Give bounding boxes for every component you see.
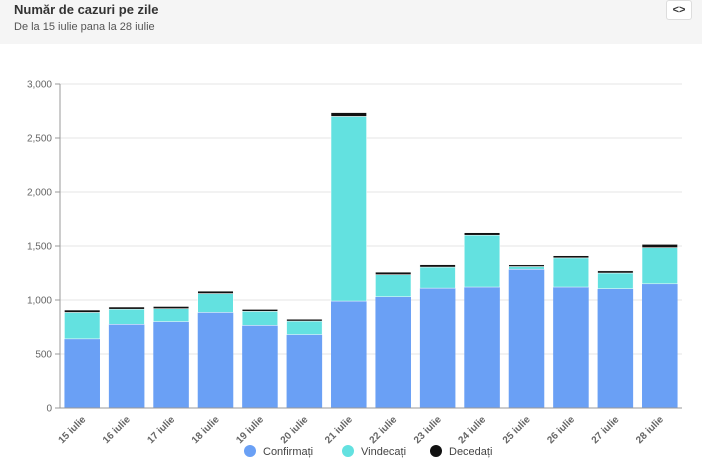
bar-segment[interactable] [64, 312, 101, 340]
code-brackets-icon: <> [672, 4, 686, 16]
x-tick-label: 27 iulie [590, 414, 622, 446]
x-tick-label: 19 iulie [234, 414, 266, 446]
x-tick-label: 15 iulie [57, 414, 89, 446]
x-tick-label: 20 iulie [279, 414, 311, 446]
bar-segment[interactable] [286, 334, 323, 408]
bar-segment[interactable] [464, 234, 501, 288]
bar-segment[interactable] [64, 338, 100, 408]
bar-segment[interactable] [552, 255, 589, 259]
x-tick-label: 18 iulie [190, 414, 222, 446]
x-tick-label: 23 iulie [412, 414, 444, 446]
bar-segment[interactable] [241, 309, 278, 312]
bar-segment[interactable] [552, 257, 589, 288]
x-axis: 15 iulie 16 iulie 17 iulie 18 iulie 19 iulie… [57, 407, 682, 446]
bar-segment[interactable] [419, 266, 456, 289]
bar-segment[interactable] [197, 290, 234, 294]
bar-segment[interactable] [464, 287, 500, 408]
legend-label[interactable]: Decedați [449, 446, 492, 458]
legend-swatch[interactable] [430, 445, 442, 457]
bar-segment[interactable] [108, 308, 145, 325]
bar-segment[interactable] [597, 270, 634, 274]
bar-segment[interactable] [153, 306, 190, 309]
y-tick-label: 500 [35, 350, 52, 361]
bar-segment[interactable] [375, 271, 412, 275]
bar-segment[interactable] [375, 296, 411, 408]
bar-segment[interactable] [642, 283, 678, 408]
bar-segment[interactable] [553, 287, 589, 408]
bar-segment[interactable] [508, 264, 545, 267]
y-axis: 0 500 1,000 1,500 2,000 2,500 3,000 [27, 80, 61, 415]
y-tick-label: 3,000 [27, 80, 52, 91]
x-tick-label: 28 iulie [634, 414, 666, 446]
bar-segment[interactable] [375, 274, 412, 298]
bar-segment[interactable] [641, 244, 678, 248]
bar-segment[interactable] [286, 320, 323, 335]
legend-swatch[interactable] [244, 445, 256, 457]
x-tick-label: 22 iulie [368, 414, 400, 446]
bar-segment[interactable] [153, 321, 189, 408]
bar-segment[interactable] [108, 324, 145, 408]
chart-header: Număr de cazuri pe zile De la 15 iulie p… [0, 0, 702, 44]
x-tick-label: 17 iulie [145, 414, 177, 446]
bar-segment[interactable] [508, 266, 545, 270]
bar-segment[interactable] [153, 308, 190, 322]
legend: Confirmați Vindecați Decedați [244, 445, 492, 458]
embed-code-button[interactable]: <> [666, 0, 692, 20]
bar-segment[interactable] [419, 264, 456, 268]
bar-segment[interactable] [64, 309, 101, 313]
bar-segment[interactable] [330, 116, 367, 302]
bar-segment[interactable] [330, 112, 367, 117]
bar-segment[interactable] [419, 288, 456, 408]
chart-subtitle: De la 15 iulie pana la 28 iulie [14, 21, 155, 33]
legend-label[interactable]: Vindecați [361, 446, 406, 458]
chart-title: Număr de cazuri pe zile [14, 2, 159, 17]
legend-swatch[interactable] [342, 445, 354, 457]
y-tick-label: 1,000 [27, 296, 52, 307]
y-tick-label: 1,500 [27, 242, 52, 253]
legend-label[interactable]: Confirmați [263, 446, 313, 458]
x-tick-label: 24 iulie [456, 414, 488, 446]
x-tick-label: 21 iulie [323, 414, 355, 446]
bar-segment[interactable] [286, 318, 323, 322]
bars [64, 112, 678, 408]
y-tick-label: 0 [46, 404, 52, 415]
bar-segment[interactable] [464, 232, 501, 236]
x-tick-label: 16 iulie [101, 414, 133, 446]
bar-segment[interactable] [641, 247, 678, 285]
y-tick-label: 2,500 [27, 134, 52, 145]
x-tick-label: 25 iulie [501, 414, 533, 446]
bar-segment[interactable] [597, 272, 634, 289]
bar-segment[interactable] [197, 312, 234, 408]
bar-segment[interactable] [108, 306, 145, 310]
bar-segment[interactable] [197, 293, 234, 313]
x-tick-label: 26 iulie [545, 414, 577, 446]
bar-segment[interactable] [331, 301, 367, 408]
y-tick-label: 2,000 [27, 188, 52, 199]
bar-segment[interactable] [241, 311, 278, 326]
bar-segment[interactable] [242, 325, 278, 408]
bar-segment[interactable] [508, 269, 545, 408]
bar-segment[interactable] [597, 288, 634, 408]
